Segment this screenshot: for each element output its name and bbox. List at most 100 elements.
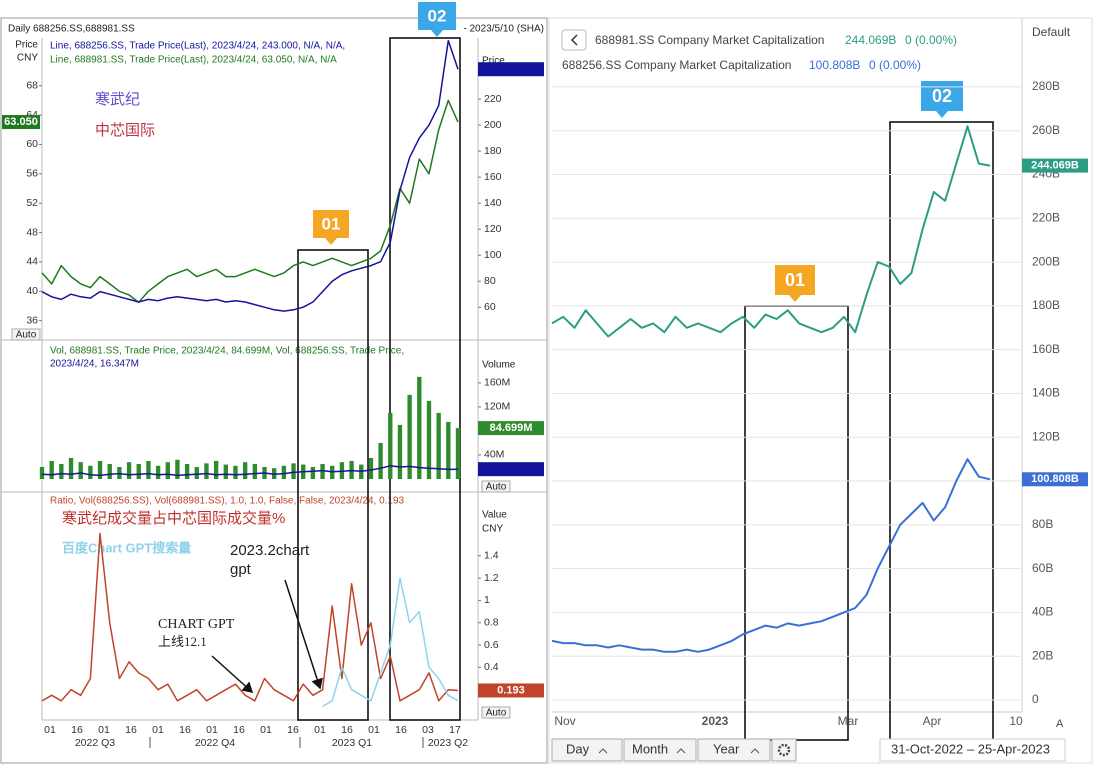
back-button[interactable] — [561, 29, 587, 51]
left-panel — [0, 17, 548, 764]
date-range[interactable] — [879, 738, 1066, 762]
x-tick-label: 01 — [314, 724, 326, 736]
volume-bar — [407, 394, 412, 479]
legend-label: 百度Chart GPT搜索量 — [62, 540, 191, 555]
back-icon[interactable] — [570, 34, 578, 46]
menu-button[interactable]: Default — [1032, 25, 1071, 39]
volume-bar — [233, 465, 238, 479]
date-range-label[interactable]: 31-Oct-2022 – 25-Apr-2023 — [891, 741, 1050, 756]
y-tick-label: 40M — [484, 449, 504, 461]
x-tick-label: Apr — [923, 714, 942, 728]
y-tick-label: 60B — [1032, 561, 1053, 575]
volume-bar — [49, 460, 54, 479]
volume-bar — [436, 412, 441, 479]
y-tick-label: 0.8 — [484, 617, 499, 629]
volume-bar — [388, 412, 393, 479]
y-tick-label: 260B — [1032, 123, 1060, 137]
y-axis-label: CNY — [482, 524, 503, 535]
volume-bar — [223, 464, 228, 479]
x-tick-label: 16 — [179, 724, 191, 736]
auto-button[interactable] — [11, 328, 41, 341]
badge — [775, 265, 815, 302]
legend-label: 中芯国际 — [95, 122, 155, 139]
value-tag — [1022, 472, 1088, 487]
settings-icon[interactable] — [777, 743, 791, 757]
volume-bar — [204, 463, 209, 479]
range-button[interactable] — [697, 738, 771, 762]
legend-label: 688256.SS Company Market Capitalization — [562, 58, 791, 72]
value-tag — [478, 421, 544, 436]
settings-button[interactable] — [771, 738, 797, 762]
legend-value: 244.069B — [845, 33, 896, 47]
y-tick-label: 52 — [26, 197, 38, 209]
info-line: Vol, 688981.SS, Trade Price, 2023/4/24, … — [50, 346, 404, 357]
y-tick-label: 40B — [1032, 605, 1053, 619]
range-button-label[interactable]: Month — [632, 741, 668, 756]
volume-bar — [320, 463, 325, 479]
legend-label: 寒武纪成交量占中芯国际成交量% — [62, 509, 285, 527]
range-button-label[interactable]: Year — [713, 741, 740, 756]
volume-bar — [397, 424, 403, 479]
badge-label: 02 — [932, 86, 952, 106]
value-tag — [478, 462, 544, 477]
legend-change: 0 (0.00%) — [905, 33, 957, 47]
auto-button[interactable] — [481, 480, 511, 493]
auto-button-label[interactable]: Auto — [486, 708, 507, 719]
range-button[interactable] — [551, 738, 623, 762]
chevron — [598, 748, 608, 754]
y-tick-label: 80 — [484, 275, 496, 287]
y-axis-label: Volume — [482, 360, 516, 371]
value-tag-label: 84.699M — [490, 422, 533, 434]
info-line: Line, 688981.SS, Trade Price(Last), 2023… — [50, 55, 337, 66]
volume-bar — [281, 465, 287, 479]
annotation: 2023.2chart — [230, 542, 310, 559]
value-tag — [2, 115, 40, 130]
legend-label: 寒武纪 — [95, 90, 140, 108]
y-tick-label: 180B — [1032, 298, 1060, 312]
right-panel — [548, 17, 1093, 764]
series-line — [41, 532, 459, 702]
series-line — [41, 39, 459, 312]
period-label: 2023 Q2 — [428, 737, 468, 749]
y-tick-label: 40 — [26, 285, 38, 297]
chart-title: Daily 688256.SS,688981.SS — [8, 24, 135, 35]
annotation: 上线12.1 — [158, 634, 207, 649]
y-tick-label: 36 — [26, 314, 38, 326]
volume-bar — [59, 463, 64, 479]
x-tick-label: 01 — [206, 724, 218, 736]
volume-bar — [68, 457, 74, 479]
y2-axis-label: Price — [482, 56, 505, 67]
badge — [418, 2, 456, 37]
x-tick-label: 01 — [98, 724, 110, 736]
auto-button-label[interactable]: Auto — [486, 482, 507, 493]
chart-subtitle: - 2023/5/10 (SHA) — [463, 24, 544, 35]
period-label: 2022 Q4 — [195, 737, 235, 749]
y-tick-label: 120 — [484, 223, 502, 235]
badge-label: 01 — [785, 270, 805, 290]
y-tick-label: 120M — [484, 401, 510, 413]
info-line: Line, 688256.SS, Trade Price(Last), 2023… — [50, 41, 345, 52]
volume-bar — [242, 462, 248, 479]
range-button[interactable] — [623, 738, 697, 762]
x-tick-label: 17 — [449, 724, 461, 736]
chevron — [750, 748, 760, 754]
auto-button-label[interactable]: Auto — [16, 330, 37, 341]
y-tick-label: 48 — [26, 226, 38, 238]
y-tick-label: 140B — [1032, 386, 1060, 400]
volume-bar — [155, 465, 161, 479]
corner-button[interactable]: A — [1056, 718, 1064, 730]
y-tick-label: 0.6 — [484, 639, 499, 651]
auto-button[interactable] — [481, 706, 511, 719]
range-button-label[interactable]: Day — [566, 741, 590, 756]
series-line — [551, 458, 991, 653]
volume-bar — [213, 460, 219, 479]
y-axis-label: Value — [482, 510, 507, 521]
y-tick-label: 80B — [1032, 517, 1053, 531]
arrow — [284, 579, 323, 690]
y-tick-label: 60 — [26, 138, 38, 150]
y-tick-label: 120B — [1032, 429, 1060, 443]
x-tick-label: 03 — [422, 724, 434, 736]
y-tick-label: 140 — [484, 197, 502, 209]
volume-bar — [136, 463, 141, 479]
volume-bar — [446, 421, 451, 479]
